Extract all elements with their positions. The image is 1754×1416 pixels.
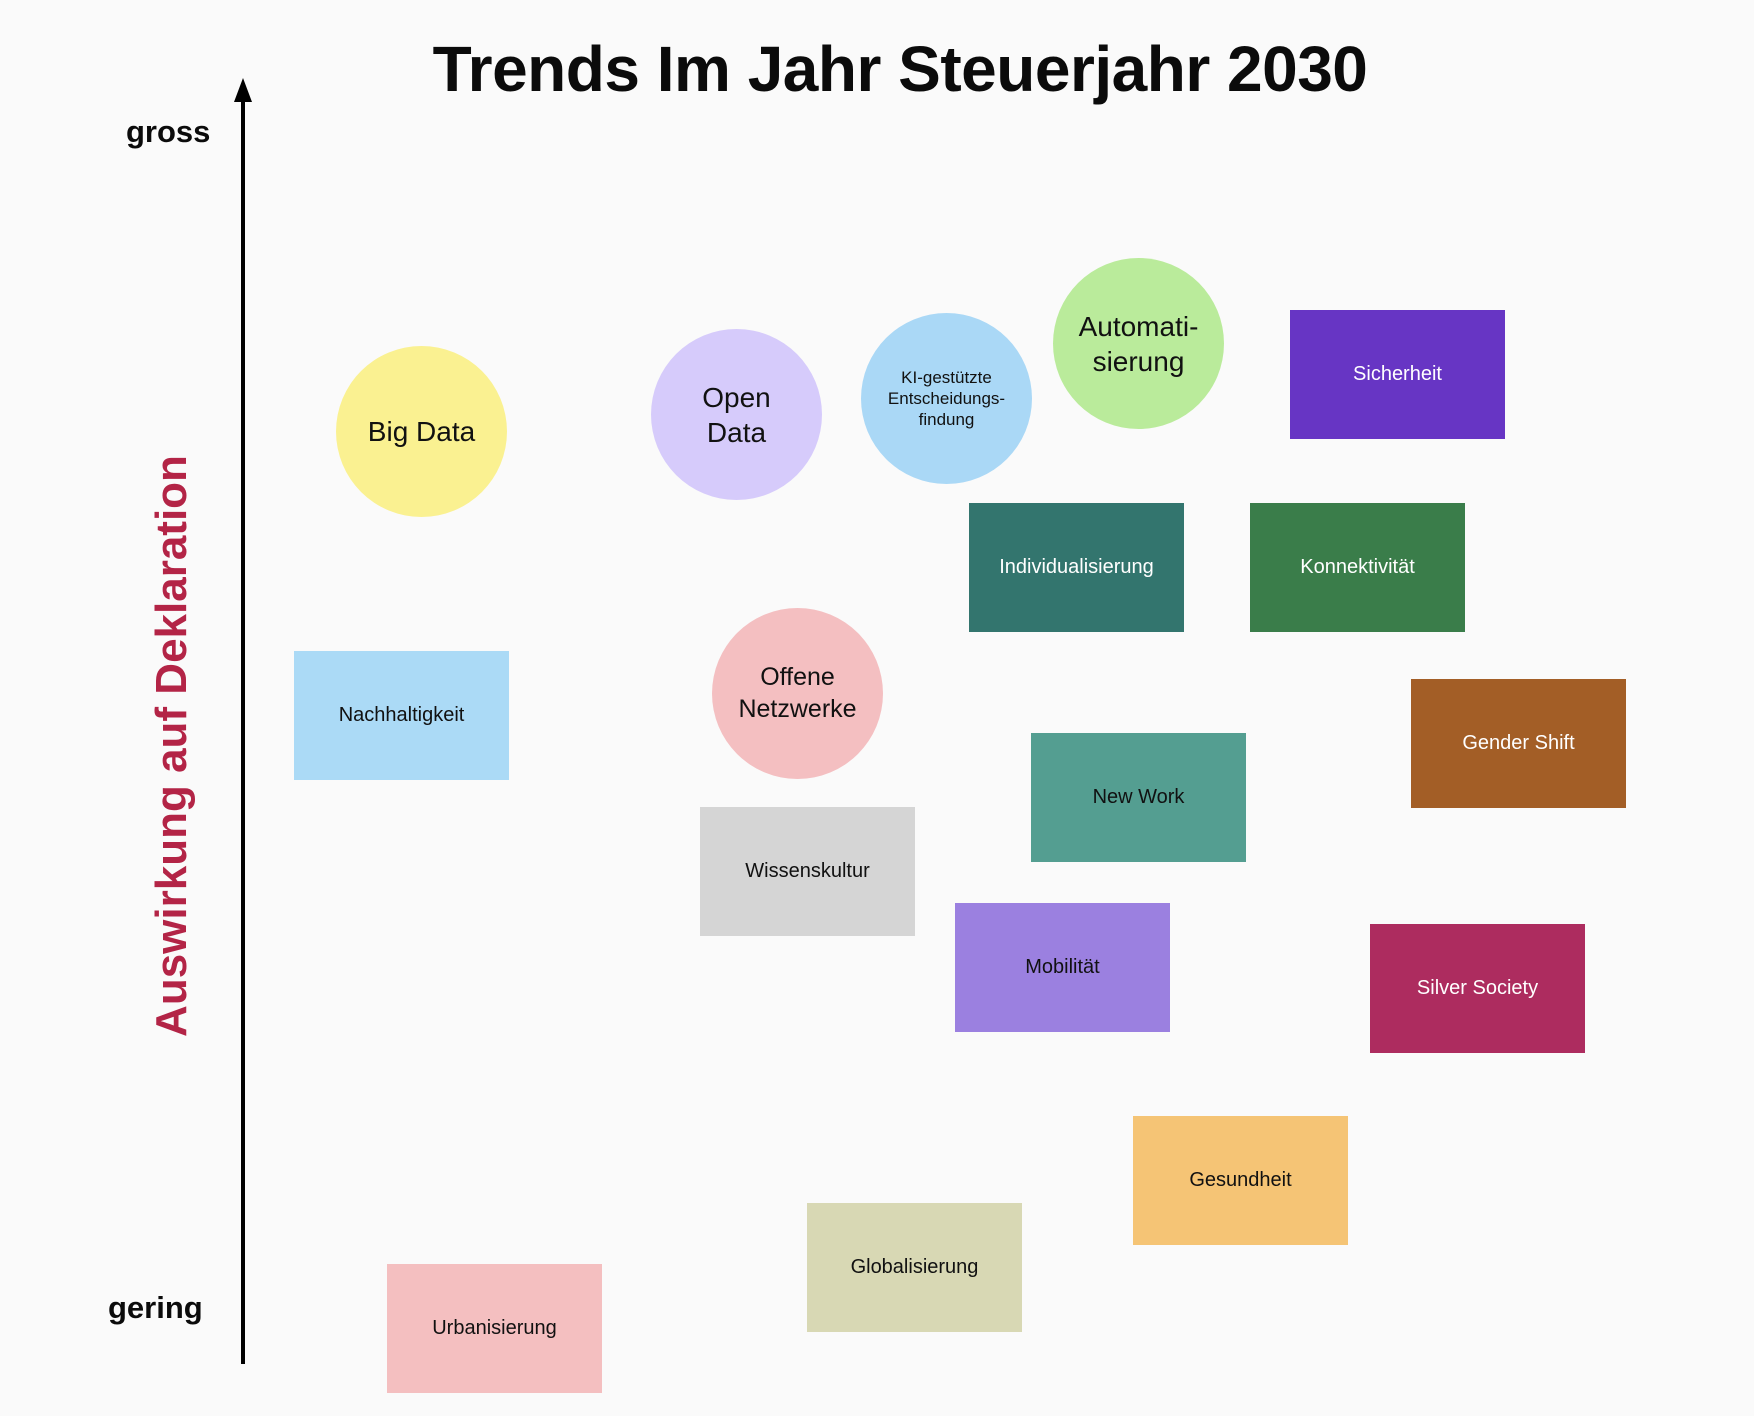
trend-gender-shift: Gender Shift <box>1411 679 1626 808</box>
axis-label-top: gross <box>126 114 211 149</box>
trend-offene-netzwerke: Offene Netzwerke <box>712 608 883 779</box>
trend-globalisierung: Globalisierung <box>807 1203 1022 1332</box>
trend-big-data: Big Data <box>336 346 507 517</box>
trend-sicherheit: Sicherheit <box>1290 310 1505 439</box>
trend-new-work: New Work <box>1031 733 1246 862</box>
trend-silver-society: Silver Society <box>1370 924 1585 1053</box>
trend-ki-entscheidung: KI-gestützte Entscheidungs- findung <box>861 313 1032 484</box>
trend-individualisierung: Individualisierung <box>969 503 1184 632</box>
trend-gesundheit: Gesundheit <box>1133 1116 1348 1245</box>
axis-label-bottom: gering <box>108 1290 203 1325</box>
trend-konnektivitaet: Konnektivität <box>1250 503 1465 632</box>
trend-open-data: Open Data <box>651 329 822 500</box>
trend-wissenskultur: Wissenskultur <box>700 807 915 936</box>
trend-mobilitaet: Mobilität <box>955 903 1170 1032</box>
trend-urbanisierung: Urbanisierung <box>387 1264 602 1393</box>
trend-nachhaltigkeit: Nachhaltigkeit <box>294 651 509 780</box>
trend-automatisierung: Automati- sierung <box>1053 258 1224 429</box>
page-title: Trends Im Jahr Steuerjahr 2030 <box>432 33 1368 105</box>
axis-title: Auswirkung auf Deklaration <box>147 455 196 1037</box>
